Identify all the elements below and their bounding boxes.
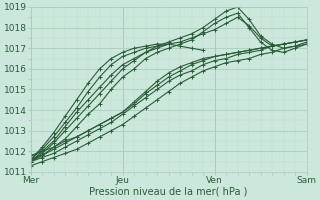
X-axis label: Pression niveau de la mer( hPa ): Pression niveau de la mer( hPa )	[89, 187, 248, 197]
